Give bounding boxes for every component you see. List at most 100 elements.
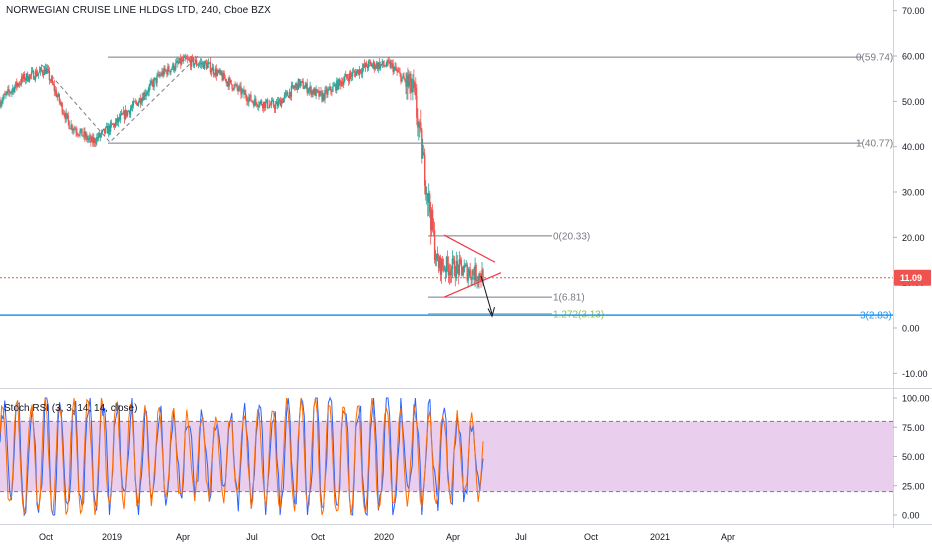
candle-body bbox=[300, 81, 302, 83]
candle-body bbox=[153, 79, 155, 87]
price-tick-label: 0.00 bbox=[902, 324, 920, 334]
candle-body bbox=[81, 128, 83, 137]
candle-body bbox=[426, 193, 428, 195]
candle-body bbox=[403, 75, 405, 80]
candle-body bbox=[270, 100, 273, 105]
candle-body bbox=[154, 77, 156, 80]
candle-body bbox=[355, 71, 358, 76]
candle-body bbox=[339, 79, 341, 82]
candle-body bbox=[389, 61, 391, 68]
candle-body bbox=[261, 100, 263, 105]
candle-body bbox=[327, 89, 329, 95]
candle-body bbox=[100, 134, 102, 137]
candle-body bbox=[37, 72, 40, 75]
candle-body bbox=[147, 91, 149, 93]
candle-body bbox=[435, 253, 438, 259]
candle-body bbox=[175, 62, 177, 69]
candle-body bbox=[452, 258, 455, 260]
candle-body bbox=[8, 89, 10, 92]
candle-body bbox=[411, 88, 413, 92]
candle-body bbox=[393, 67, 395, 72]
candle-body bbox=[321, 92, 323, 101]
candle-body bbox=[63, 113, 65, 116]
candle-body bbox=[259, 102, 261, 106]
candle-body bbox=[194, 60, 197, 64]
time-tick-label: Oct bbox=[584, 532, 599, 542]
candle-body bbox=[247, 101, 249, 103]
candle-body bbox=[326, 89, 328, 95]
candle-body bbox=[101, 131, 103, 135]
candle-body bbox=[136, 102, 138, 106]
candle-body bbox=[137, 102, 139, 106]
wedge-upper-line bbox=[443, 234, 496, 263]
candle-body bbox=[457, 265, 459, 275]
candle-body bbox=[280, 100, 283, 107]
candle-body bbox=[92, 137, 94, 144]
candle-body bbox=[468, 269, 470, 274]
time-tick-label: Jul bbox=[515, 532, 527, 542]
candle-body bbox=[104, 128, 106, 134]
candle-body bbox=[222, 72, 224, 81]
candle-body bbox=[302, 81, 304, 89]
candle-body bbox=[120, 113, 123, 115]
candle-body bbox=[449, 271, 452, 276]
candle-body bbox=[371, 65, 374, 67]
candle-body bbox=[308, 89, 310, 91]
candle-body bbox=[237, 88, 239, 91]
candle-body bbox=[365, 63, 368, 67]
price-tick-label: 30.00 bbox=[902, 188, 925, 198]
candle-body bbox=[253, 102, 255, 107]
candle-body bbox=[224, 78, 226, 80]
current-price-label: 11.09 bbox=[900, 273, 922, 283]
axes: 70.0060.0050.0040.0030.0020.0010.000.00-… bbox=[39, 6, 931, 542]
candle-body bbox=[85, 134, 87, 138]
candle-body bbox=[176, 61, 178, 63]
stoch-tick-label: 25.00 bbox=[902, 481, 925, 491]
candle-body bbox=[41, 70, 44, 74]
candle-body bbox=[361, 67, 364, 74]
candle-body bbox=[213, 73, 215, 75]
candle-body bbox=[334, 84, 336, 86]
candle-body bbox=[306, 83, 308, 93]
candle-body bbox=[328, 89, 330, 91]
candle-body bbox=[475, 265, 477, 281]
candle-body bbox=[2, 98, 4, 102]
candle-body bbox=[441, 259, 444, 267]
candle-body bbox=[163, 68, 165, 76]
candle-body bbox=[174, 69, 176, 71]
candle-body bbox=[337, 80, 339, 89]
candle-body bbox=[151, 81, 153, 83]
candle-body bbox=[258, 105, 260, 107]
candle-body bbox=[273, 106, 276, 110]
candle-body bbox=[99, 133, 101, 137]
candle-body bbox=[367, 61, 370, 68]
candle-body bbox=[369, 62, 372, 64]
exchange-label: Cboe BZX bbox=[223, 5, 271, 16]
candle-body bbox=[180, 58, 182, 65]
candle-body bbox=[30, 71, 33, 75]
candle-body bbox=[123, 111, 126, 119]
candle-body bbox=[182, 59, 184, 61]
candle-body bbox=[278, 99, 281, 101]
candle-body bbox=[216, 72, 218, 76]
candle-body bbox=[456, 261, 458, 266]
candle-body bbox=[454, 275, 456, 278]
candle-body bbox=[351, 72, 354, 77]
candle-body bbox=[480, 278, 482, 282]
candle-body bbox=[315, 89, 317, 96]
candle-body bbox=[24, 74, 26, 81]
candle-body bbox=[211, 67, 214, 71]
candle-body bbox=[96, 137, 98, 144]
candle-body bbox=[132, 101, 134, 106]
candle-body bbox=[113, 124, 116, 127]
candle-body bbox=[406, 74, 408, 87]
candle-body bbox=[20, 83, 22, 85]
candle-body bbox=[410, 74, 412, 92]
candle-body bbox=[173, 63, 175, 71]
candle-body bbox=[1, 101, 3, 104]
candle-body bbox=[440, 259, 443, 275]
candle-body bbox=[126, 111, 129, 116]
candle-body bbox=[262, 105, 264, 109]
candle-body bbox=[114, 122, 117, 127]
